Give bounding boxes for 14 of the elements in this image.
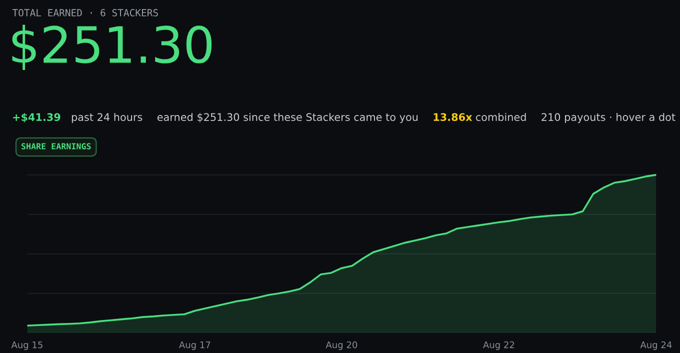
x-tick-label: Aug 17 — [179, 341, 210, 350]
text: 210 payouts · hover a dot — [542, 112, 676, 124]
x-tick-label: Aug 22 — [483, 341, 514, 350]
x-tick-label: Aug 15 — [11, 341, 42, 350]
chart-title: TOTAL EARNED · 6 STACKERS — [12, 9, 158, 16]
chart-subtitle: $251.30 — [12, 24, 212, 70]
text: earned $251.30 since these Stackers came to you — [157, 112, 418, 124]
x-tick-label: Aug 20 — [326, 341, 358, 350]
text: SHARE EARNINGS — [22, 143, 91, 150]
x-tick-label: Aug 24 — [640, 341, 672, 350]
text: +$41.39 — [13, 112, 60, 122]
text: 13.86x — [434, 113, 472, 122]
text: combined — [476, 112, 526, 122]
text: past 24 hours — [72, 112, 142, 124]
